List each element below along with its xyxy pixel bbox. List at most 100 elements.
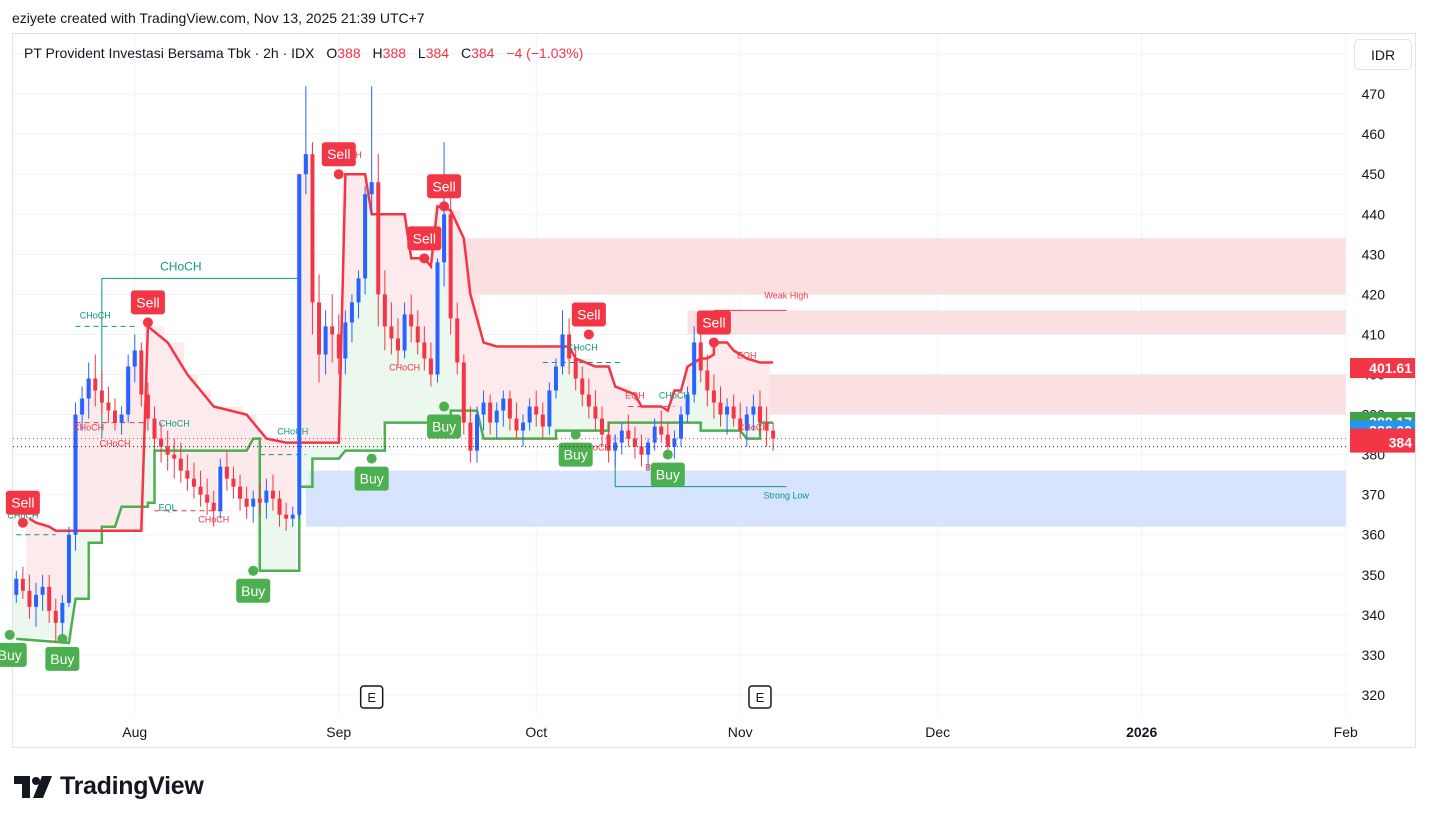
- candle-body: [619, 430, 624, 443]
- candle-body: [303, 154, 308, 175]
- y-tick-label: 410: [1362, 326, 1386, 342]
- y-tick-label: 470: [1362, 86, 1386, 102]
- candle-body: [665, 434, 670, 447]
- signal-dot: [142, 317, 153, 328]
- candle-body: [119, 414, 124, 423]
- candle-body: [744, 414, 749, 431]
- candle-body: [514, 418, 519, 431]
- candle: [303, 86, 308, 195]
- zones: [305, 238, 1346, 527]
- candle: [191, 462, 196, 499]
- y-tick-label: 320: [1362, 687, 1386, 703]
- y-tick-label: 460: [1362, 126, 1386, 142]
- candle-body: [738, 418, 743, 431]
- candle: [270, 474, 275, 511]
- signal-badge: [354, 466, 389, 491]
- signal-label: Sell: [702, 314, 725, 330]
- candle-body: [527, 406, 532, 423]
- candle: [264, 478, 269, 519]
- candle-body: [349, 302, 354, 323]
- x-tick-label: Sep: [326, 724, 351, 740]
- candle-body: [224, 466, 229, 479]
- signal-label: Buy: [0, 647, 22, 663]
- candle: [593, 390, 598, 431]
- signal-badge: [130, 290, 165, 315]
- candle-body: [290, 514, 295, 519]
- signal-dot: [583, 329, 594, 340]
- y-tick-label: 450: [1362, 166, 1386, 182]
- candle-body: [93, 378, 98, 391]
- signal-label: Sell: [432, 178, 455, 194]
- candle-body: [139, 350, 144, 395]
- candle-body: [251, 498, 256, 507]
- close-value: 384: [471, 45, 495, 61]
- candle: [231, 466, 236, 499]
- sell-signal: Sell: [427, 174, 462, 212]
- candle: [80, 386, 85, 431]
- candle-body: [692, 342, 697, 395]
- sell-trail-line: [28, 172, 774, 532]
- y-tick-label: 370: [1362, 487, 1386, 503]
- low-value: 384: [425, 45, 450, 61]
- candle: [718, 386, 723, 427]
- structure-label: CHoCH: [659, 391, 690, 401]
- buy-signal: Buy: [427, 401, 462, 439]
- candle-body: [284, 514, 289, 519]
- candle: [323, 310, 328, 375]
- candle: [573, 346, 578, 391]
- signal-dot: [708, 337, 719, 348]
- candle-body: [257, 498, 262, 503]
- price-label-box: [1350, 358, 1415, 379]
- candle-body: [336, 334, 341, 359]
- currency-button[interactable]: IDR: [1354, 39, 1412, 70]
- price-labels: 401.61388.17386.00384384: [13, 358, 1415, 453]
- candle-body: [165, 446, 170, 455]
- candle: [646, 438, 651, 471]
- signal-badge: [571, 302, 606, 327]
- signal-badge: [427, 174, 462, 199]
- candle-body: [474, 414, 479, 451]
- earnings-marker: E: [748, 685, 772, 709]
- candle-body: [152, 418, 157, 439]
- candle-body: [764, 422, 769, 431]
- sell-signal: Sell: [321, 142, 356, 180]
- structure-label: CHoCH: [160, 259, 201, 273]
- candle-body: [244, 498, 249, 507]
- candle-body: [705, 370, 710, 391]
- price-label-text: 401.61: [1369, 360, 1412, 376]
- candle: [343, 310, 348, 375]
- candle-body: [481, 402, 486, 415]
- signal-label: Sell: [327, 146, 350, 162]
- candle: [277, 490, 282, 527]
- chart-frame: [12, 33, 1416, 748]
- candle: [159, 422, 164, 463]
- candle: [507, 390, 512, 431]
- candle: [336, 314, 341, 375]
- candle-body: [600, 418, 605, 435]
- candle-body: [428, 358, 433, 375]
- candle: [363, 186, 368, 295]
- y-tick-label: 340: [1362, 607, 1386, 623]
- candle-body: [685, 394, 690, 415]
- candle: [211, 490, 216, 527]
- candle: [606, 422, 611, 463]
- candle-body: [20, 578, 25, 591]
- candle: [178, 442, 183, 483]
- candle: [297, 174, 302, 519]
- candle-body: [27, 590, 32, 607]
- candle: [679, 406, 683, 447]
- candle: [14, 570, 19, 603]
- candle: [488, 394, 493, 435]
- candle-body: [573, 358, 578, 379]
- brand[interactable]: TradingView: [14, 772, 204, 801]
- candle: [86, 362, 91, 419]
- candle-body: [672, 438, 677, 447]
- candle: [172, 438, 177, 479]
- candle: [560, 310, 565, 375]
- price-label: 384: [1350, 432, 1415, 453]
- candle-body: [211, 502, 216, 511]
- candle: [553, 358, 558, 399]
- signal-label: Buy: [50, 651, 74, 667]
- candle: [665, 422, 670, 455]
